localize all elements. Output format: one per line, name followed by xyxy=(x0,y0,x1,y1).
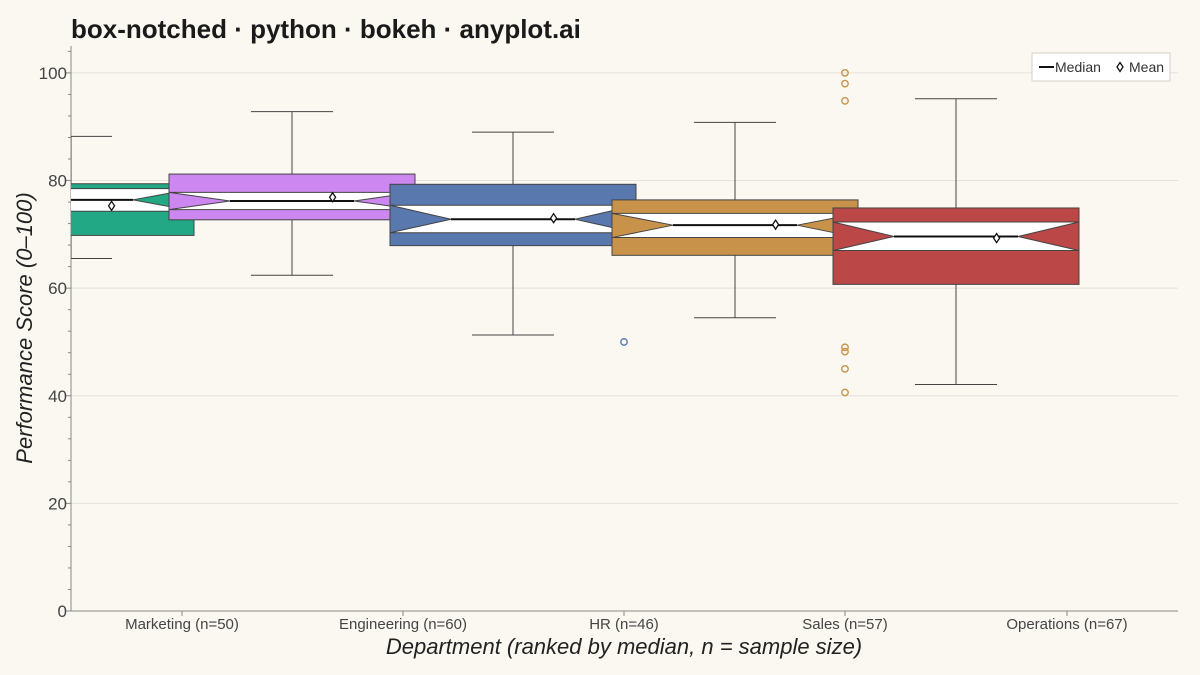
mean-marker xyxy=(107,200,116,212)
y-axis-title: Performance Score (0–100) xyxy=(12,192,37,463)
y-tick-label: 40 xyxy=(48,387,67,406)
chart-title: box-notched · python · bokeh · anyplot.a… xyxy=(71,14,581,44)
x-tick-label: Operations (n=67) xyxy=(1006,616,1127,633)
mean-marker xyxy=(992,232,1001,244)
legend-mean-swatch xyxy=(1116,61,1124,73)
x-tick-label: Engineering (n=60) xyxy=(339,616,467,633)
x-tick-label: Sales (n=57) xyxy=(802,616,887,633)
y-tick-label: 60 xyxy=(48,279,67,298)
y-tick-label: 20 xyxy=(48,494,67,513)
legend-mean-label: Mean xyxy=(1129,59,1164,75)
outlier-point xyxy=(841,388,849,397)
outlier-point xyxy=(841,69,849,77)
y-tick-label: 100 xyxy=(39,64,67,83)
x-tick-label: HR (n=46) xyxy=(589,616,659,633)
legend-box xyxy=(1031,52,1171,82)
mean-marker xyxy=(771,218,780,231)
box-hr xyxy=(389,131,637,346)
outlier-point xyxy=(841,364,849,373)
outlier-point xyxy=(620,338,628,346)
boxes xyxy=(71,69,1080,397)
box-engineering xyxy=(168,111,416,276)
outlier-point xyxy=(841,343,849,352)
outlier-point xyxy=(841,347,849,356)
y-tick-label: 80 xyxy=(48,172,67,191)
legend-median-label: Median xyxy=(1055,59,1101,75)
mean-marker xyxy=(328,191,337,203)
legend: Median Mean xyxy=(1031,52,1171,82)
grid xyxy=(71,72,1178,504)
box-sales xyxy=(611,69,859,397)
x-axis-title: Department (ranked by median, n = sample… xyxy=(386,634,862,659)
box-operations xyxy=(832,98,1080,385)
mean-marker xyxy=(549,212,558,224)
x-tick-label: Marketing (n=50) xyxy=(125,616,239,633)
axes: 0 20 40 60 80 100 Marketing (n=50) Engineering … xyxy=(39,46,1178,633)
outlier-point xyxy=(841,96,849,105)
outlier-point xyxy=(841,79,849,88)
y-tick-label: 0 xyxy=(58,602,67,621)
